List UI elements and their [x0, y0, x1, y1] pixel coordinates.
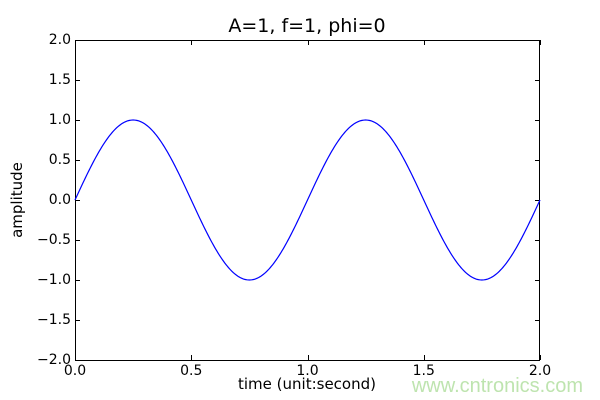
y-axis-label: amplitude	[8, 162, 26, 238]
x-tick-label: 0.5	[180, 363, 203, 379]
y-tick-label: −0.5	[37, 232, 71, 248]
x-axis-label: time (unit:second)	[238, 375, 376, 393]
y-tick-label: −1.5	[37, 312, 71, 328]
sine-curve	[74, 119, 541, 281]
y-tick-label: 1.5	[48, 72, 71, 88]
x-tick-label: 0.0	[63, 363, 87, 379]
watermark: www.cntronics.com	[411, 375, 583, 397]
y-tick-label: −1.0	[37, 272, 71, 288]
chart-title: A=1, f=1, phi=0	[228, 15, 386, 37]
x-tick-label: 1.5	[412, 363, 435, 379]
x-tick-label: 2.0	[528, 363, 552, 379]
y-tick-label: 0.0	[48, 192, 71, 208]
y-tick-label: 1.0	[48, 112, 71, 128]
x-tick-label: 1.0	[296, 363, 319, 379]
tick-marks	[75, 40, 541, 361]
y-tick-label: 2.0	[48, 32, 71, 48]
y-tick-label: −2.0	[37, 352, 71, 368]
y-tick-label: 0.5	[48, 152, 71, 168]
